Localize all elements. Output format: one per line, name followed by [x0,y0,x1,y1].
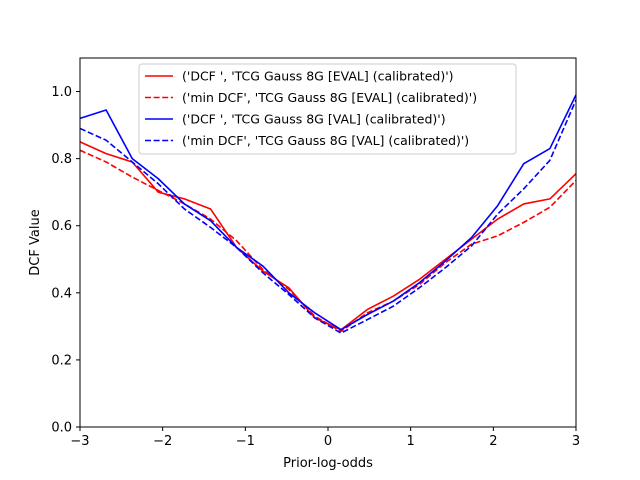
legend-label-2: ('min DCF', 'TCG Gauss 8G [EVAL] (calibr… [182,90,477,105]
y-tick-label: 0.4 [51,286,72,301]
x-tick-label: 2 [489,434,497,449]
legend-label-4: ('min DCF', 'TCG Gauss 8G [VAL] (calibra… [182,133,469,148]
y-tick-label: 0.6 [51,219,72,234]
y-tick-label: 0.8 [51,152,72,167]
legend-label-3: ('DCF ', 'TCG Gauss 8G [VAL] (calibrated… [182,112,446,127]
y-tick-label: 0.2 [51,353,72,368]
series-line-3 [79,94,577,331]
legend-label-1: ('DCF ', 'TCG Gauss 8G [EVAL] (calibrate… [182,69,454,84]
legend: ('DCF ', 'TCG Gauss 8G [EVAL] (calibrate… [138,63,517,155]
x-tick-label: 0 [324,434,332,449]
x-tick-label: −3 [70,434,89,449]
y-axis-label: DCF Value [28,209,43,275]
series-layer [79,94,577,334]
y-tick-label: 0.0 [51,421,72,436]
series-line-2 [79,149,577,333]
x-tick-label: −2 [153,434,172,449]
x-axis-label: Prior-log-odds [283,456,373,471]
legend-box [138,63,517,155]
y-tick-label: 1.0 [51,85,72,100]
y-axis: 0.0 0.2 0.4 0.6 0.8 1.0 [51,85,80,436]
x-tick-label: −1 [236,434,255,449]
series-line-4 [79,99,577,334]
x-tick-label: 1 [407,434,415,449]
x-axis: −3 −2 −1 0 1 2 3 [70,427,580,449]
x-tick-label: 3 [572,434,580,449]
